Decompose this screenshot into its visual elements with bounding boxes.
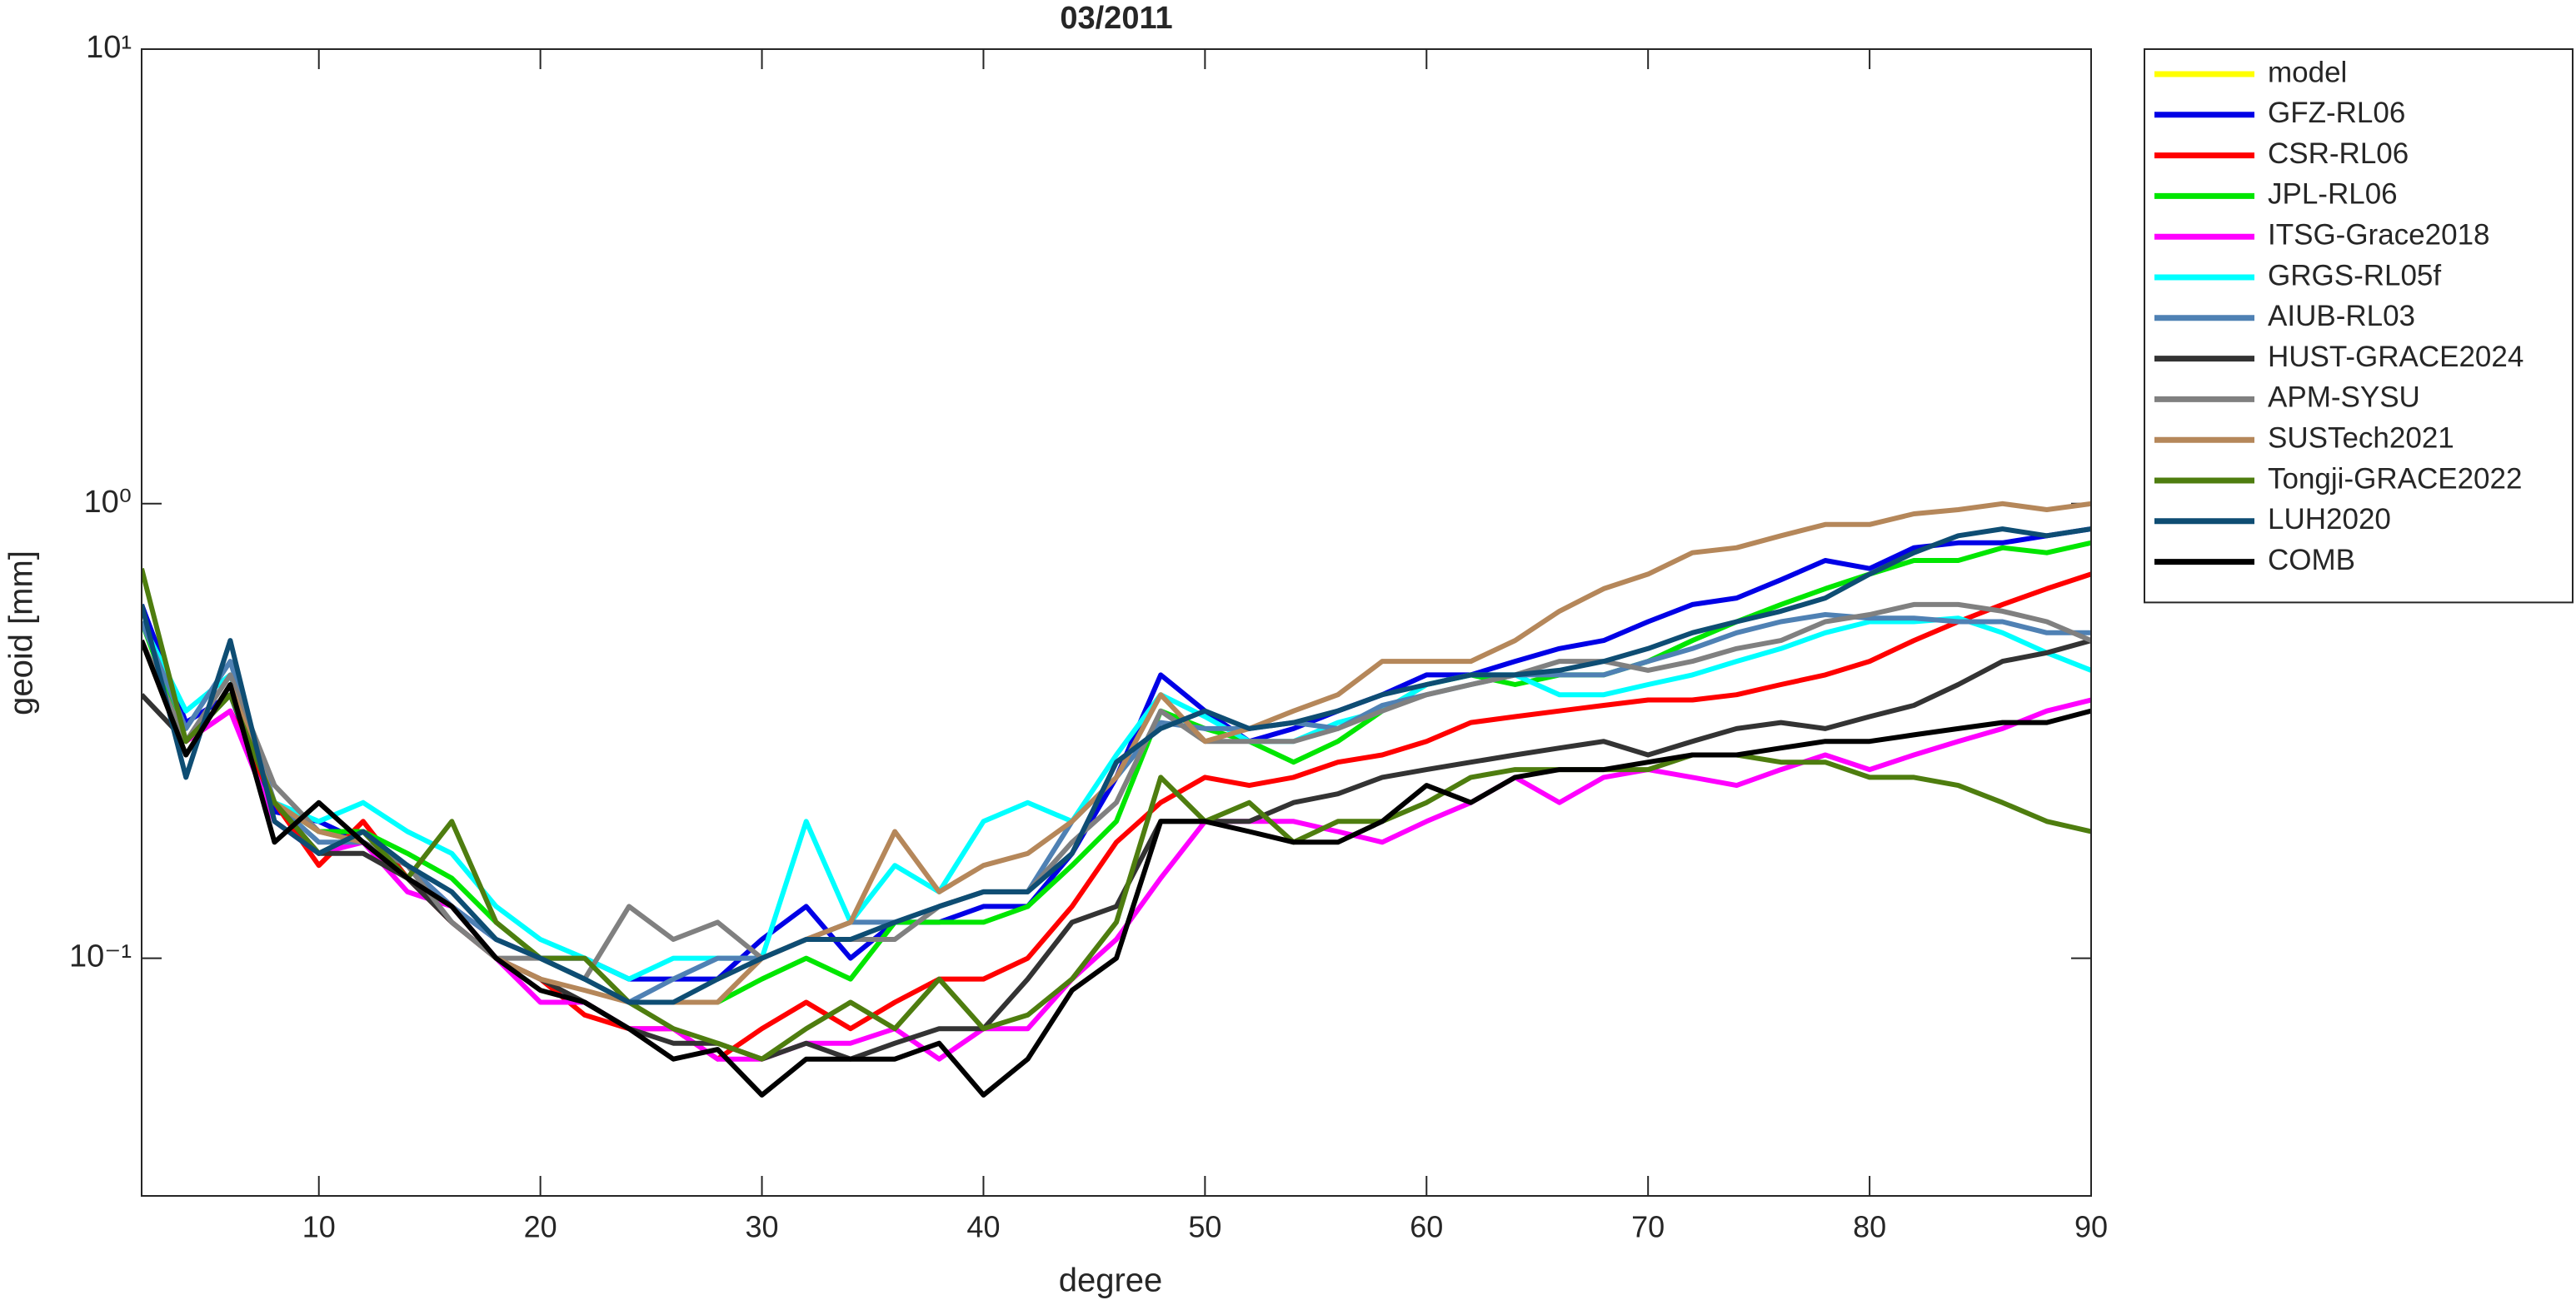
y-tick-label: 10⁰ [83,485,132,520]
plot-frame [141,48,2092,1197]
x-tick-label: 40 [966,1210,1000,1244]
x-tick-label: 30 [746,1210,779,1244]
legend-label: GFZ-RL06 [2268,97,2405,129]
x-tick-label: 90 [2074,1210,2108,1244]
series-line [142,615,2091,982]
series-line [142,567,2091,1062]
legend-label: ITSG-Grace2018 [2268,218,2490,251]
x-tick-label: 80 [1853,1210,1886,1244]
chart-title: 03/2011 [1060,1,1172,36]
legend-label: LUH2020 [2268,503,2391,535]
series-line [142,540,2091,1005]
series-line [142,526,2091,1005]
legend-label: HUST-GRACE2024 [2268,341,2524,373]
legend-label: APM-SYSU [2268,381,2420,414]
series-line [142,601,2091,982]
x-axis-label: degree [1059,1263,1163,1299]
legend-label: Tongji-GRACE2022 [2268,462,2522,495]
x-tick-label: 60 [1410,1210,1443,1244]
legend-label: model [2268,56,2347,88]
y-tick-label: 10⁻¹ [69,939,132,974]
legend-label: SUSTech2021 [2268,421,2454,454]
x-tick-label: 20 [524,1210,557,1244]
legend-label: CSR-RL06 [2268,137,2409,170]
y-tick-label: 10¹ [86,30,132,65]
plot-area [142,49,2091,1196]
legend-label: GRGS-RL05f [2268,259,2441,291]
legend-box [2144,48,2574,604]
legend-label: AIUB-RL03 [2268,300,2415,332]
x-tick-label: 10 [302,1210,336,1244]
x-tick-label: 70 [1631,1210,1665,1244]
legend-label: COMB [2268,544,2355,576]
legend-label: JPL-RL06 [2268,178,2398,211]
x-tick-label: 50 [1188,1210,1221,1244]
series-line [142,640,2091,1098]
y-axis-label: geoid [mm] [3,550,40,715]
